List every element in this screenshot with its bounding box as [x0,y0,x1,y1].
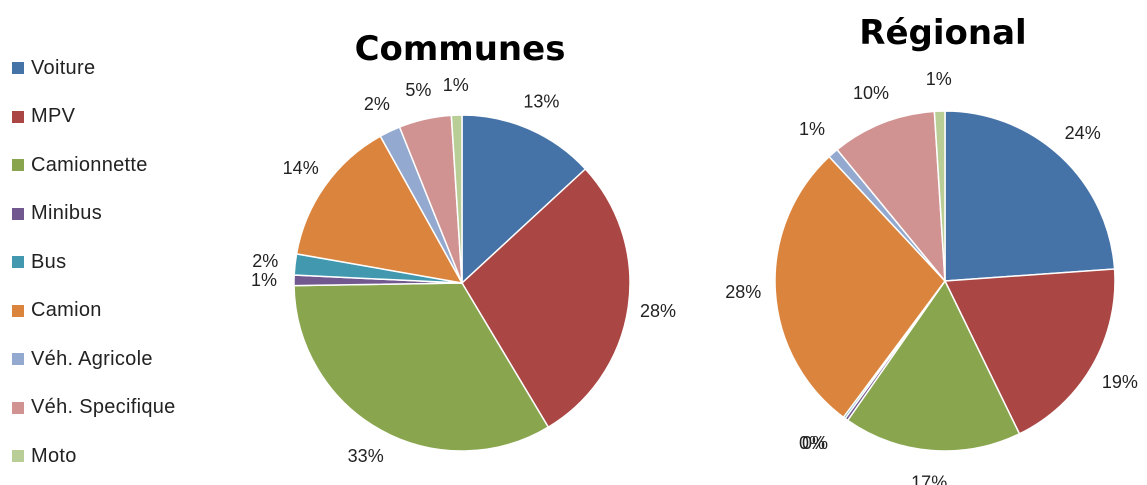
legend-swatch [12,256,24,269]
legend-item: MPV [12,93,232,142]
chart-title-communes: Communes [355,29,566,69]
pie-slice [461,114,587,285]
legend-swatch [12,401,24,414]
legend-item: Bus [12,238,232,287]
chart-title-regional: Régional [859,13,1026,53]
legend-label: Véh. Agricole [31,347,153,370]
legend-label: Bus [31,250,67,273]
pie-slice [774,155,946,419]
legend-item: Véh. Specifique [12,384,232,433]
pie-slice [846,279,1021,452]
legend-item: Minibus [12,190,232,239]
data-label: 28% [640,301,676,321]
data-label: 24% [1065,123,1101,143]
pie-slice [943,268,1116,435]
data-label: 2% [252,251,278,271]
data-label: 0% [799,433,825,453]
pie-slice [944,110,1116,282]
data-label: 5% [405,80,431,100]
legend: Voiture MPV Camionnette Minibus Bus Camion Véh… [12,44,232,481]
pie-slice [450,114,463,284]
pie-slice [933,110,946,282]
legend-swatch [12,207,24,220]
data-label: 1% [443,75,469,95]
legend-item: Camionnette [12,141,232,190]
legend-swatch [12,159,24,172]
legend-item: Voiture [12,44,232,93]
legend-item: Camion [12,287,232,336]
legend-swatch [12,353,24,366]
legend-label: Camionnette [31,153,148,176]
legend-swatch [12,450,24,463]
data-label: 2% [364,94,390,114]
pie-communes: 13%28%33%1%2%14%2%5% 1% [251,75,676,466]
data-label: 1% [926,69,952,89]
data-label: 14% [283,158,319,178]
legend-label: Moto [31,444,77,467]
legend-swatch [12,304,24,317]
pie-slice [295,135,464,285]
data-label: 28% [725,282,761,302]
data-label: 33% [348,446,384,466]
data-label: 17% [911,472,947,485]
legend-item: Véh. Agricole [12,335,232,384]
legend-label: Camion [31,299,102,322]
legend-label: MPV [31,105,76,128]
pie-regional: 24%19%17%0%0%28%1%10%1% [725,69,1138,485]
data-label: 10% [853,83,889,103]
data-label: 1% [251,270,277,290]
legend-swatch [12,62,24,75]
legend-swatch [12,110,24,123]
legend-item: Moto [12,432,232,481]
legend-label: Minibus [31,202,103,225]
pie-slice [461,167,631,429]
data-label: 13% [523,92,559,112]
pie-slice [836,110,946,284]
legend-label: Voiture [31,56,96,79]
data-label: 0% [802,433,828,453]
legend-label: Véh. Specifique [31,396,176,419]
data-label: 19% [1102,372,1138,392]
pie-slice [293,282,550,452]
data-label: 1% [799,119,825,139]
